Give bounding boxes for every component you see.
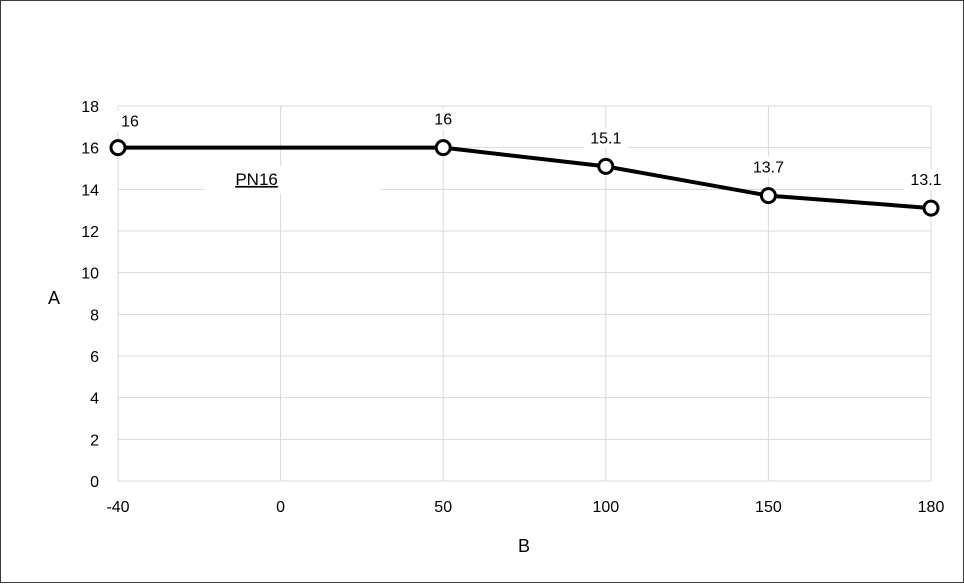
x-tick-label: 50 <box>434 499 452 516</box>
data-point-marker <box>109 139 127 157</box>
y-axis-title: A <box>48 288 60 308</box>
annotation-layer: PN16 <box>204 165 381 194</box>
x-axis-title: B <box>518 536 530 556</box>
y-tick-label: 16 <box>81 141 99 158</box>
x-tick-label: 0 <box>276 499 285 516</box>
x-tick-label: 150 <box>755 499 782 516</box>
y-tick-label: 18 <box>81 99 99 116</box>
data-label: 13.1 <box>910 172 941 189</box>
y-tick-label: 6 <box>90 349 99 366</box>
y-tick-labels: 0 2 4 6 8 10 12 14 16 18 <box>81 99 99 491</box>
data-point-marker <box>434 139 452 157</box>
grid-layer <box>117 105 932 482</box>
data-point-marker <box>922 199 940 217</box>
x-tick-label: -40 <box>106 499 129 516</box>
x-tick-label: 100 <box>592 499 619 516</box>
data-label: 15.1 <box>590 130 621 147</box>
data-point-marker <box>759 187 777 205</box>
data-label-background <box>117 110 143 132</box>
y-tick-label: 2 <box>90 432 99 449</box>
annotation-background <box>204 165 381 194</box>
y-tick-label: 12 <box>81 224 99 241</box>
y-tick-label: 8 <box>90 307 99 324</box>
data-label-layer: 16 16 15.1 13.7 13.1 <box>117 108 948 191</box>
y-tick-label: 0 <box>90 474 99 491</box>
data-label-background <box>746 156 791 178</box>
x-tick-label: 180 <box>918 499 945 516</box>
data-label: 13.7 <box>753 160 784 177</box>
y-tick-label: 4 <box>90 391 99 408</box>
annotation-label: PN16 <box>235 170 278 189</box>
y-tick-label: 14 <box>81 182 99 199</box>
data-label: 16 <box>434 112 452 129</box>
y-tick-label: 10 <box>81 266 99 283</box>
data-label-background <box>583 127 628 149</box>
data-label-background <box>430 108 457 130</box>
x-tick-labels: -40 0 50 100 150 180 <box>106 499 944 516</box>
data-label-background <box>904 169 948 191</box>
marker-layer <box>109 139 940 217</box>
data-label: 16 <box>121 114 139 131</box>
data-point-marker <box>597 157 615 175</box>
